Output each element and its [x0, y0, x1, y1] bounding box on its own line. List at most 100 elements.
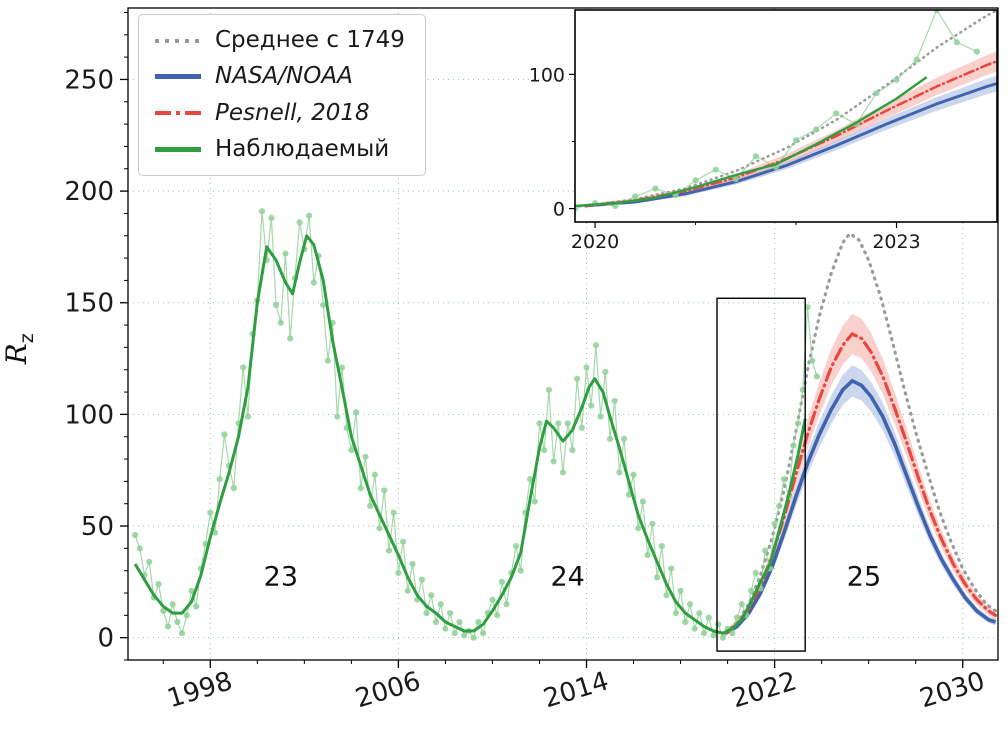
observed-monthly-point [559, 469, 567, 476]
observed-monthly-point [169, 601, 176, 608]
observed-monthly-point [532, 204, 538, 210]
observed-monthly-point [155, 581, 162, 588]
series-nasa-line [584, 82, 997, 208]
observed-monthly-point [268, 214, 275, 221]
observed-monthly-point [357, 485, 364, 492]
legend-item-pesnell: Pesnell, 2018 [155, 100, 405, 126]
observed-monthly-point [136, 545, 143, 552]
main-grid [128, 8, 998, 660]
observed-monthly-point [338, 364, 346, 371]
observed-monthly-point [428, 592, 435, 599]
observed-monthly-point [729, 630, 736, 637]
observed-monthly-point [574, 375, 581, 382]
observed-monthly-point [545, 386, 553, 393]
observed-monthly-point [512, 193, 518, 199]
observed-monthly-point [29, 30, 35, 36]
y-tick-label: 150 [64, 289, 114, 319]
y-tick-label: 50 [81, 512, 114, 542]
observed-monthly-point [677, 587, 684, 594]
observed-monthly-point [385, 547, 393, 554]
observed-monthly-point [813, 373, 821, 380]
observed-monthly-point [569, 447, 576, 454]
observed-monthly-point [583, 364, 590, 371]
observed-monthly-point [277, 319, 284, 326]
series-nasa-line [724, 378, 997, 635]
observed-monthly-point [470, 634, 477, 641]
legend: Среднее с 1749 NASA/NOAA Pesnell, 2018 Н… [138, 14, 426, 177]
observed-monthly-point [371, 191, 377, 197]
observed-monthly-point [738, 601, 745, 608]
observed-monthly-point [652, 185, 659, 192]
observed-monthly-point [748, 587, 755, 594]
observed-monthly-point [146, 558, 153, 565]
cycle-label-25: 25 [846, 561, 882, 593]
observed-monthly-point [893, 76, 900, 83]
observed-monthly-point [395, 569, 402, 577]
observed-monthly-point [682, 618, 689, 626]
observed-monthly-point [813, 126, 820, 133]
observed-monthly-point [686, 601, 694, 608]
observed-monthly-point [550, 458, 557, 465]
legend-line-sample-mean1749 [155, 38, 201, 43]
observed-monthly-point [752, 153, 760, 160]
observed-monthly-point [776, 502, 783, 509]
observed-monthly-point [592, 342, 600, 349]
observed-monthly-point [381, 487, 388, 494]
observed-monthly-point [310, 279, 317, 286]
observed-monthly-point [258, 208, 266, 215]
observed-monthly-point [334, 413, 341, 420]
observed-monthly-point [644, 552, 651, 559]
observed-monthly-point [423, 610, 430, 617]
observed-monthly-point [447, 610, 454, 617]
observed-monthly-point [376, 525, 383, 532]
observed-monthly-point [715, 621, 722, 628]
observed-monthly-point [621, 435, 628, 442]
observed-monthly-point [471, 191, 477, 197]
observed-monthly-point [602, 368, 609, 376]
x-tick-label: 1998 [164, 666, 236, 714]
cycle-label-24: 24 [550, 561, 585, 593]
observed-monthly-point [437, 601, 444, 608]
observed-monthly-point [630, 471, 637, 478]
series-layer [9, 10, 997, 212]
cycle-label-23: 23 [263, 561, 299, 593]
observed-monthly-point [160, 607, 167, 615]
observed-monthly-point [494, 612, 501, 619]
observed-monthly-point [240, 364, 247, 371]
legend-label-observed: Наблюдаемый [215, 135, 390, 162]
observed-monthly-point [442, 625, 449, 632]
y-tick-label: 100 [64, 400, 114, 430]
observed-monthly-point [635, 525, 642, 532]
observed-monthly-point [391, 177, 397, 183]
observed-monthly-point [390, 509, 397, 516]
observed-monthly-point [296, 219, 303, 226]
observed-monthly-point [188, 587, 195, 594]
main-plot [132, 208, 998, 641]
observed-monthly-point [371, 471, 378, 478]
observed-monthly-point [733, 614, 741, 621]
observed-monthly-point [216, 476, 223, 483]
observed-monthly-point [432, 618, 440, 626]
legend-item-mean1749: Среднее с 1749 [155, 27, 405, 53]
series-observed-monthly [9, 10, 981, 212]
main-axes-frame [127, 7, 999, 661]
observed-monthly-point [367, 502, 374, 509]
observed-monthly-point [221, 431, 228, 438]
inset-background [575, 10, 997, 222]
inset-frame [574, 9, 998, 223]
observed-monthly-point [701, 630, 708, 637]
observed-monthly-point [541, 447, 548, 454]
observed-monthly-point [512, 543, 520, 550]
observed-monthly-point [564, 420, 571, 427]
legend-line-sample-observed [155, 147, 201, 153]
observed-monthly-point [658, 543, 665, 550]
observed-monthly-point [362, 453, 369, 460]
inset-x-tick-label: 2023 [872, 231, 920, 253]
observed-monthly-point [480, 630, 487, 637]
observed-monthly-point [953, 39, 960, 46]
observed-monthly-point [611, 397, 618, 405]
observed-monthly-point [9, 66, 15, 72]
legend-label-mean1749: Среднее с 1749 [215, 27, 405, 53]
observed-monthly-point [517, 567, 524, 574]
